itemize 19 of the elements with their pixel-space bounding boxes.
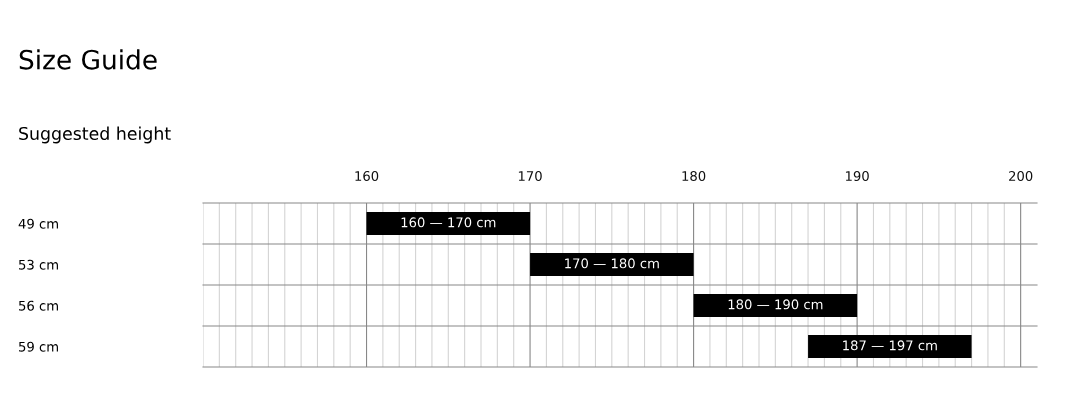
annotation: 170 — 180 cm xyxy=(565,258,659,269)
y-tick-label: 49 cm xyxy=(18,218,58,229)
y-tick-label: 59 cm xyxy=(19,341,58,352)
bar xyxy=(808,335,972,358)
x-tick-label: 160 xyxy=(355,171,379,181)
y-tick-label: 56 cm xyxy=(19,300,58,311)
bar xyxy=(693,294,858,317)
x-tick-label: 190 xyxy=(845,171,869,181)
annotation: 180 — 190 cm xyxy=(728,299,823,310)
y-tick-label: 53 cm xyxy=(19,259,58,270)
annotation: 160 — 170 cm xyxy=(401,217,496,228)
chart-subtitle: Suggested height xyxy=(19,126,171,144)
x-tick-label: 180 xyxy=(682,171,706,181)
annotation: 187 — 197 cm xyxy=(843,340,937,351)
bar xyxy=(366,212,531,235)
bar xyxy=(530,253,694,276)
x-tick-label: 200 xyxy=(1009,171,1033,181)
x-tick-label: 170 xyxy=(518,171,542,181)
chart-title: Size Guide xyxy=(19,49,157,70)
